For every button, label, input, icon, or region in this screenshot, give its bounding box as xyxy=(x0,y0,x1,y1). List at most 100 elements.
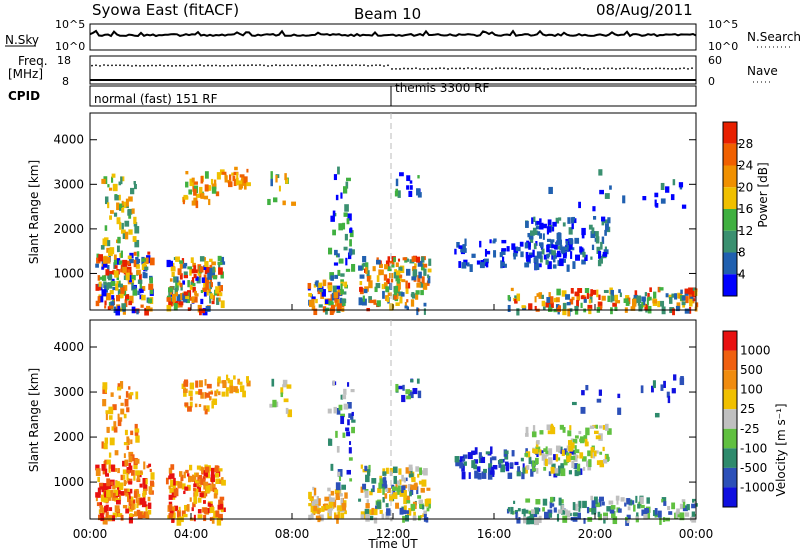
scatter-cell xyxy=(208,198,211,206)
scatter-cell xyxy=(115,283,119,291)
scatter-cell xyxy=(106,426,110,433)
velocity-scatter-cells xyxy=(95,374,698,526)
scatter-cell xyxy=(599,460,605,468)
scatter-cell xyxy=(577,463,581,472)
scatter-cell xyxy=(217,382,220,387)
freq-dot xyxy=(447,68,449,70)
freq-dot xyxy=(251,64,253,66)
scatter-cell xyxy=(349,441,352,445)
freq-dot xyxy=(247,64,249,67)
freq-dot xyxy=(599,68,601,70)
scatter-cell xyxy=(327,505,333,514)
scatter-cell xyxy=(181,510,186,517)
scatter-cell xyxy=(370,488,374,493)
scatter-cell xyxy=(180,474,184,482)
scatter-cell xyxy=(416,188,421,196)
scatter-cell xyxy=(101,463,106,471)
scatter-cell xyxy=(408,473,414,478)
scatter-cell xyxy=(217,376,221,384)
scatter-cell xyxy=(423,268,427,276)
scatter-cell xyxy=(373,508,378,516)
scatter-cell xyxy=(542,498,548,506)
scatter-cell xyxy=(317,290,321,295)
scatter-cell xyxy=(543,454,547,461)
freq-dot xyxy=(243,64,245,67)
scatter-cell xyxy=(668,297,673,304)
scatter-cell xyxy=(654,508,658,515)
scatter-cell xyxy=(418,271,422,279)
scatter-cell xyxy=(343,246,348,251)
scatter-cell xyxy=(603,517,606,524)
scatter-cell xyxy=(412,515,417,521)
scatter-cell xyxy=(340,289,344,295)
scatter-cell xyxy=(395,481,398,489)
scatter-cell xyxy=(548,448,553,456)
scatter-cell xyxy=(397,285,400,292)
scatter-cell xyxy=(499,459,504,464)
scatter-cell xyxy=(181,483,186,490)
scatter-cell xyxy=(317,287,320,292)
freq-dot xyxy=(519,67,521,70)
scatter-cell xyxy=(396,270,401,276)
scatter-cell xyxy=(334,249,338,256)
power-colorbar-tick-label: 16 xyxy=(738,202,753,216)
scatter-cell xyxy=(207,272,212,280)
scatter-cell xyxy=(114,498,120,502)
scatter-cell xyxy=(341,502,347,511)
scatter-cell xyxy=(579,246,583,253)
scatter-cell xyxy=(691,298,696,302)
scatter-cell xyxy=(219,503,224,510)
scatter-cell xyxy=(104,459,109,465)
scatter-cell xyxy=(360,514,365,519)
scatter-cell xyxy=(534,305,537,310)
scatter-cell xyxy=(395,383,399,392)
scatter-cell xyxy=(117,419,122,427)
scatter-cell xyxy=(208,185,212,191)
scatter-cell xyxy=(219,468,223,472)
scatter-cell xyxy=(534,517,539,526)
scatter-cell xyxy=(318,514,324,522)
scatter-cell xyxy=(135,258,141,264)
scatter-cell xyxy=(138,493,141,498)
scatter-cell xyxy=(210,277,213,283)
scatter-cell xyxy=(182,264,187,269)
scatter-cell xyxy=(601,216,606,222)
scatter-cell xyxy=(343,291,347,295)
scatter-cell xyxy=(200,308,206,314)
scatter-cell xyxy=(107,184,110,188)
scatter-cell xyxy=(216,297,220,305)
scatter-cell xyxy=(406,395,411,400)
scatter-cell xyxy=(198,308,202,316)
sky-tick-top-right: 10^5 xyxy=(708,18,738,31)
scatter-cell xyxy=(337,471,341,477)
scatter-cell xyxy=(128,516,133,524)
freq-dot xyxy=(655,67,657,70)
scatter-cell xyxy=(640,385,644,394)
scatter-cell xyxy=(193,514,196,522)
scatter-cell xyxy=(610,505,616,510)
scatter-cell xyxy=(657,510,662,518)
scatter-cell xyxy=(681,204,687,209)
scatter-cell xyxy=(134,432,139,436)
scatter-cell xyxy=(113,254,117,260)
freq-dot xyxy=(271,64,273,67)
scatter-cell xyxy=(393,475,397,484)
nave-tick-60: 60 xyxy=(708,54,722,67)
scatter-cell xyxy=(334,274,339,279)
scatter-cell xyxy=(417,390,422,399)
scatter-cell xyxy=(463,461,467,466)
scatter-cell xyxy=(333,262,339,266)
scatter-cell xyxy=(188,189,193,195)
scatter-cell xyxy=(166,297,172,302)
scatter-cell xyxy=(340,297,343,306)
scatter-cell xyxy=(536,467,539,474)
scatter-cell xyxy=(406,175,411,182)
scatter-cell xyxy=(617,393,621,399)
scatter-cell xyxy=(411,256,416,262)
scatter-cell xyxy=(122,469,127,475)
scatter-cell xyxy=(555,445,561,452)
power-colorbar-tick-label: 24 xyxy=(738,159,753,173)
scatter-cell xyxy=(344,233,348,241)
scatter-cell xyxy=(550,244,555,249)
scatter-cell xyxy=(541,300,546,307)
